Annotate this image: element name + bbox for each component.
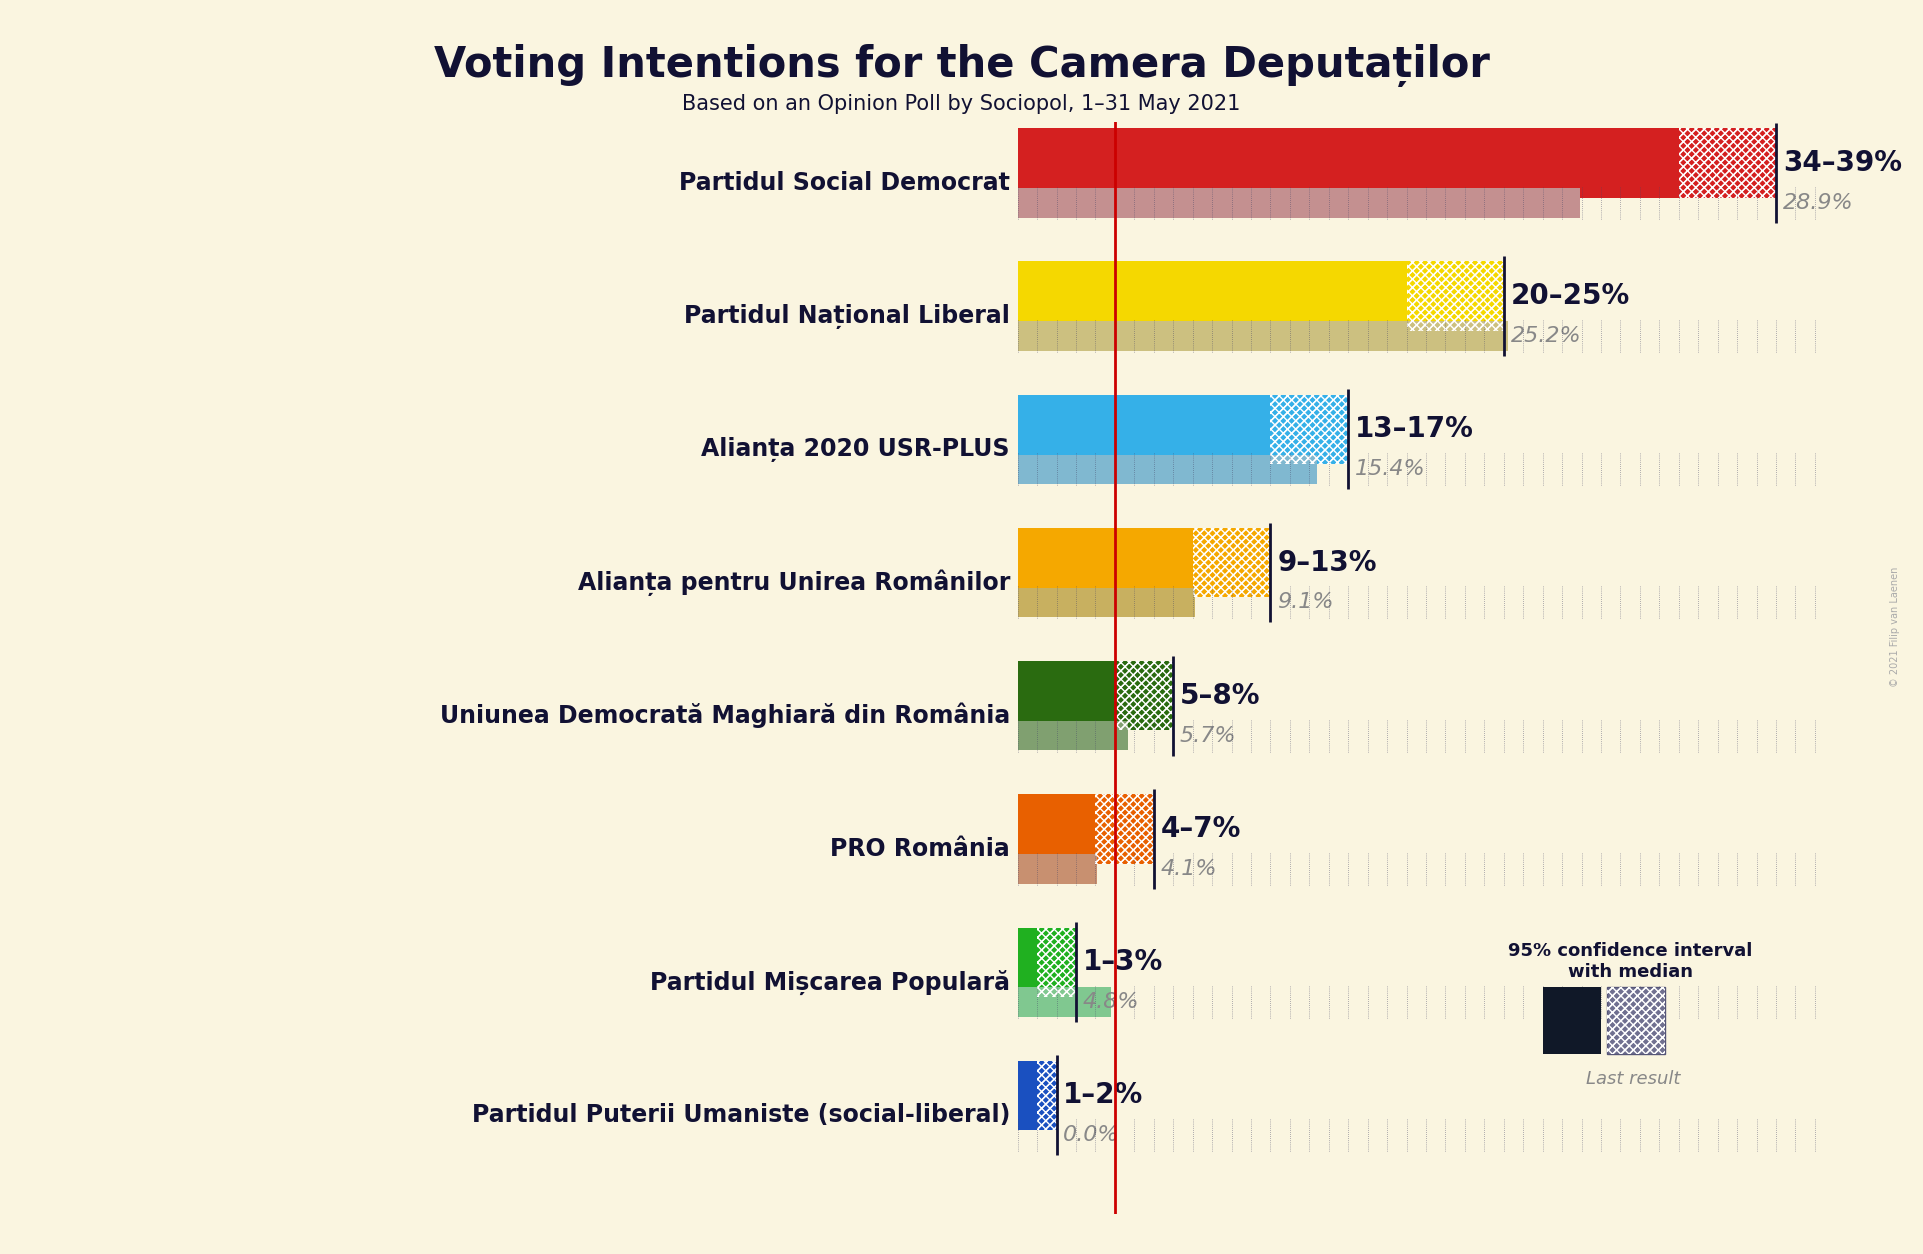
Text: PRO România: PRO România — [831, 836, 1010, 861]
Text: 1–3%: 1–3% — [1083, 948, 1163, 976]
Bar — [1036, 928, 1077, 997]
Text: 13–17%: 13–17% — [1356, 415, 1473, 444]
Bar — [1017, 661, 1115, 730]
Bar — [1608, 987, 1665, 1055]
Bar — [1406, 262, 1504, 331]
Bar — [1017, 128, 1679, 198]
Bar — [1017, 721, 1129, 750]
Text: 0.0%: 0.0% — [1063, 1125, 1119, 1145]
Text: Last result: Last result — [1586, 1070, 1681, 1088]
Text: 5–8%: 5–8% — [1181, 682, 1260, 710]
Bar — [1017, 854, 1098, 884]
Text: Alianța pentru Unirea Românilor: Alianța pentru Unirea Românilor — [577, 569, 1010, 596]
Bar — [1115, 661, 1173, 730]
Bar — [1017, 188, 1579, 217]
Text: 9.1%: 9.1% — [1277, 592, 1335, 612]
Text: 15.4%: 15.4% — [1356, 459, 1425, 479]
Text: 95% confidence interval
with median: 95% confidence interval with median — [1508, 942, 1752, 981]
Bar — [1271, 395, 1348, 464]
Bar — [1017, 588, 1194, 617]
Text: 5.7%: 5.7% — [1181, 726, 1236, 746]
Bar — [1096, 794, 1154, 864]
Text: Partidul Național Liberal: Partidul Național Liberal — [685, 303, 1010, 329]
Bar — [1679, 128, 1777, 198]
Bar — [1017, 395, 1271, 464]
Bar — [1096, 794, 1154, 864]
Bar — [1017, 321, 1508, 351]
Bar — [1271, 395, 1348, 464]
Text: Alianța 2020 USR-PLUS: Alianța 2020 USR-PLUS — [702, 436, 1010, 461]
Bar — [1406, 262, 1504, 331]
Bar — [1096, 794, 1154, 864]
Text: Partidul Puterii Umaniste (social-liberal): Partidul Puterii Umaniste (social-libera… — [471, 1104, 1010, 1127]
Bar — [1608, 987, 1665, 1055]
Text: © 2021 Filip van Laenen: © 2021 Filip van Laenen — [1890, 567, 1900, 687]
Bar — [1036, 1061, 1056, 1130]
Bar — [1036, 1061, 1056, 1130]
Bar — [1271, 395, 1348, 464]
Bar — [1017, 928, 1036, 997]
Bar — [1608, 987, 1665, 1055]
Bar — [1192, 528, 1271, 597]
Bar — [1036, 928, 1077, 997]
Bar — [1542, 987, 1602, 1055]
Bar — [1017, 987, 1111, 1017]
Text: 4.1%: 4.1% — [1161, 859, 1217, 879]
Bar — [1192, 528, 1271, 597]
Text: Uniunea Democrată Maghiară din România: Uniunea Democrată Maghiară din România — [440, 703, 1010, 729]
Text: 9–13%: 9–13% — [1277, 548, 1377, 577]
Text: 25.2%: 25.2% — [1511, 326, 1581, 346]
Text: Voting Intentions for the Camera Deputaților: Voting Intentions for the Camera Deputaț… — [433, 44, 1490, 87]
Text: 20–25%: 20–25% — [1511, 282, 1631, 310]
Bar — [1017, 528, 1192, 597]
Text: 28.9%: 28.9% — [1783, 193, 1854, 213]
Text: 4.8%: 4.8% — [1083, 992, 1138, 1012]
Bar — [1036, 1061, 1056, 1130]
Bar — [1017, 794, 1096, 864]
Bar — [1115, 661, 1173, 730]
Bar — [1017, 262, 1406, 331]
Bar — [1406, 262, 1504, 331]
Bar — [1036, 928, 1077, 997]
Text: Partidul Mișcarea Populară: Partidul Mișcarea Populară — [650, 969, 1010, 994]
Bar — [1115, 661, 1173, 730]
Text: 4–7%: 4–7% — [1161, 815, 1240, 843]
Bar — [1679, 128, 1777, 198]
Text: Based on an Opinion Poll by Sociopol, 1–31 May 2021: Based on an Opinion Poll by Sociopol, 1–… — [683, 94, 1240, 114]
Bar — [1679, 128, 1777, 198]
Text: 34–39%: 34–39% — [1783, 149, 1902, 177]
Text: Partidul Social Democrat: Partidul Social Democrat — [679, 171, 1010, 194]
Text: 1–2%: 1–2% — [1063, 1081, 1144, 1110]
Bar — [1017, 1061, 1036, 1130]
Bar — [1017, 455, 1317, 484]
Bar — [1192, 528, 1271, 597]
